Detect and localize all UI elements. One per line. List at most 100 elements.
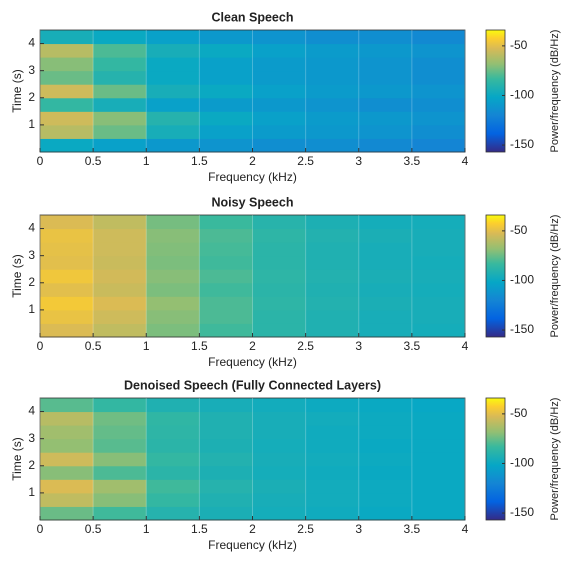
heatmap-cell — [40, 309, 94, 324]
heatmap-cell — [358, 242, 413, 257]
heatmap-cell — [411, 296, 466, 311]
heatmap-cell — [358, 282, 413, 297]
heatmap-cell — [40, 269, 94, 284]
heatmap-cell — [252, 30, 307, 45]
heatmap-cell — [252, 215, 307, 230]
heatmap-cell — [199, 506, 253, 521]
y-tick-label: 1 — [28, 485, 35, 499]
heatmap-cell — [305, 506, 360, 521]
colorbar-tick-label: -100 — [510, 273, 534, 287]
y-tick-label: 2 — [28, 458, 35, 472]
heatmap-cell — [252, 111, 307, 126]
heatmap-cell — [146, 425, 200, 440]
colorbar — [485, 214, 506, 338]
heatmap-cell — [358, 411, 413, 426]
heatmap-cell — [93, 323, 147, 338]
heatmap-cell — [411, 506, 466, 521]
heatmap-cell — [252, 438, 307, 453]
colorbar — [485, 397, 506, 521]
x-axis-label: Frequency (kHz) — [208, 538, 297, 552]
heatmap-cell — [411, 111, 466, 126]
heatmap-cell — [358, 124, 413, 139]
x-tick-label: 1 — [143, 339, 150, 353]
heatmap-cell — [358, 228, 413, 243]
heatmap-cell — [146, 479, 200, 494]
heatmap-cell — [93, 43, 147, 58]
x-tick-label: 3.5 — [404, 154, 421, 168]
x-tick-label: 2.5 — [297, 339, 314, 353]
heatmap-cell — [40, 124, 94, 139]
heatmap-cell — [40, 506, 94, 521]
heatmap-cell — [93, 411, 147, 426]
heatmap-cell — [305, 411, 360, 426]
y-axis-label: Time (s) — [10, 254, 24, 298]
x-tick-label: 0 — [37, 522, 44, 536]
heatmap-cell — [411, 242, 466, 257]
heatmap-cell — [146, 309, 200, 324]
heatmap-cell — [199, 84, 253, 99]
heatmap-cell — [40, 479, 94, 494]
heatmap-cell — [358, 97, 413, 112]
heatmap-cell — [411, 228, 466, 243]
heatmap-cell — [40, 242, 94, 257]
heatmap-cell — [252, 124, 307, 139]
heatmap-cell — [411, 438, 466, 453]
colorbar-label: Power/frequency (dB/Hz) — [549, 30, 561, 153]
heatmap-cell — [93, 111, 147, 126]
heatmap-cell — [40, 84, 94, 99]
heatmap-cell — [146, 97, 200, 112]
heatmap-cell — [358, 452, 413, 467]
heatmap-cell — [252, 84, 307, 99]
heatmap-cell — [40, 138, 94, 153]
y-tick-label: 4 — [28, 36, 35, 50]
heatmap-cell — [411, 215, 466, 230]
heatmap-cell — [146, 465, 200, 480]
x-tick-label: 0 — [37, 339, 44, 353]
heatmap-cell — [40, 398, 94, 413]
x-tick-label: 3 — [355, 339, 362, 353]
heatmap-cell — [305, 398, 360, 413]
heatmap-cell — [199, 323, 253, 338]
heatmap-cell — [93, 30, 147, 45]
heatmap-cell — [252, 269, 307, 284]
heatmap-cell — [358, 43, 413, 58]
heatmap-cell — [305, 452, 360, 467]
heatmap-cell — [146, 124, 200, 139]
heatmap-cell — [305, 309, 360, 324]
heatmap-cell — [305, 84, 360, 99]
chart-title: Denoised Speech (Fully Connected Layers) — [124, 378, 381, 392]
heatmap-cell — [40, 411, 94, 426]
colorbar-tick-label: -150 — [510, 322, 534, 336]
x-tick-label: 0.5 — [85, 154, 102, 168]
heatmap-cell — [40, 282, 94, 297]
heatmap-cell — [40, 43, 94, 58]
heatmap-cell — [93, 269, 147, 284]
heatmap-cell — [411, 398, 466, 413]
heatmap-cell — [305, 111, 360, 126]
heatmap-cell — [146, 30, 200, 45]
y-tick-label: 1 — [28, 302, 35, 316]
x-tick-label: 4 — [462, 339, 469, 353]
x-tick-label: 0 — [37, 154, 44, 168]
x-tick-label: 2 — [249, 339, 256, 353]
heatmap-cell — [40, 215, 94, 230]
heatmap-cell — [146, 84, 200, 99]
heatmap-cell — [199, 438, 253, 453]
heatmap-cell — [252, 228, 307, 243]
heatmap-cell — [252, 43, 307, 58]
heatmap-cell — [411, 30, 466, 45]
heatmap-cell — [146, 282, 200, 297]
heatmap-cell — [199, 215, 253, 230]
heatmap-cell — [305, 323, 360, 338]
heatmap-cell — [305, 479, 360, 494]
heatmap-cell — [40, 465, 94, 480]
heatmap-cell — [252, 138, 307, 153]
x-tick-label: 1 — [143, 154, 150, 168]
heatmap-cell — [411, 411, 466, 426]
heatmap-cell — [305, 296, 360, 311]
heatmap-cell — [252, 398, 307, 413]
heatmap-cell — [252, 479, 307, 494]
heatmap-cell — [252, 411, 307, 426]
heatmap-cell — [40, 70, 94, 85]
